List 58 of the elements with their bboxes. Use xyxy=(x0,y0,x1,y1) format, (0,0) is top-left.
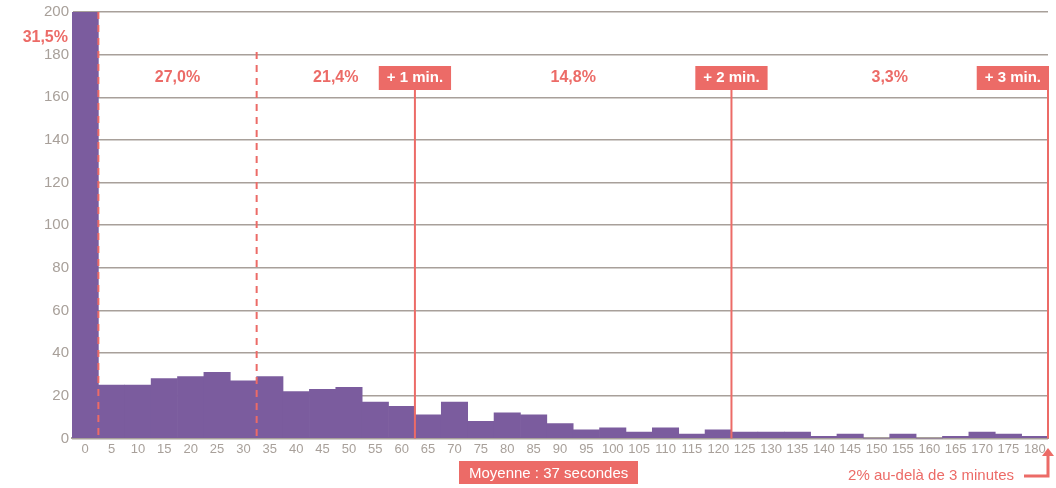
x-tick-label: 35 xyxy=(262,440,278,456)
x-tick-label: 105 xyxy=(628,440,650,456)
x-tick-label: 65 xyxy=(420,440,436,456)
y-tick-label: 40 xyxy=(52,343,69,361)
x-tick-label: 85 xyxy=(526,440,541,456)
y-tick-label: 80 xyxy=(52,257,69,275)
x-tick-label: 165 xyxy=(944,440,967,456)
text: Moyenne : 37 secondes xyxy=(459,461,639,484)
y-tick-label: 140 xyxy=(43,130,69,148)
ref-line-label: + 3 min. xyxy=(984,68,1041,86)
x-tick-label: 30 xyxy=(236,440,251,456)
x-tick-label: 75 xyxy=(473,440,489,456)
x-tick-label: 95 xyxy=(579,440,594,456)
y-tick-label: 100 xyxy=(43,215,69,233)
x-tick-label: 155 xyxy=(892,440,914,456)
bar xyxy=(889,433,917,438)
text: 2% au-delà de 3 minutes xyxy=(848,466,1014,483)
x-tick-label: 120 xyxy=(707,440,730,456)
x-tick-label: 160 xyxy=(918,440,941,456)
x-tick-label: 25 xyxy=(209,440,225,456)
x-tick-label: 5 xyxy=(107,440,116,456)
x-tick-label: 55 xyxy=(368,440,383,456)
annotation: 3,3% xyxy=(871,68,908,86)
annotation: 21,4% xyxy=(313,68,359,86)
x-tick-label: 45 xyxy=(315,440,330,456)
x-tick-label: 110 xyxy=(655,440,676,456)
x-tick-label: 50 xyxy=(341,440,357,456)
x-tick-label: 115 xyxy=(681,440,703,456)
x-tick-label: 135 xyxy=(786,440,809,456)
y-tick-label: 200 xyxy=(43,2,69,20)
ref-line-label: + 1 min. xyxy=(386,68,444,86)
x-tick-label: 180 xyxy=(1023,440,1046,456)
y-tick-label: 180 xyxy=(43,44,69,62)
y-tick-label: 20 xyxy=(52,385,69,403)
x-tick-label: 125 xyxy=(733,440,756,456)
x-tick-label: 150 xyxy=(865,440,888,456)
x-tick-label: 130 xyxy=(760,440,782,456)
annotation: 27,0% xyxy=(154,68,201,86)
x-tick-label: 40 xyxy=(288,440,304,456)
text: 31,5% xyxy=(22,28,68,46)
x-tick-label: 60 xyxy=(394,440,409,456)
y-tick-label: 120 xyxy=(43,172,69,190)
ref-line-label: + 2 min. xyxy=(703,68,760,86)
y-tick-label: 160 xyxy=(43,87,69,105)
x-tick-label: 145 xyxy=(839,440,862,456)
x-tick-label: 15 xyxy=(157,440,172,456)
x-tick-label: 0 xyxy=(81,440,89,456)
x-tick-label: 175 xyxy=(997,440,1020,456)
x-tick-label: 100 xyxy=(601,440,624,456)
x-tick-label: 20 xyxy=(183,440,198,456)
y-tick-label: 60 xyxy=(52,300,69,318)
x-tick-label: 140 xyxy=(812,440,835,456)
annotation: 14,8% xyxy=(550,68,596,86)
x-tick-label: 10 xyxy=(130,440,146,456)
x-tick-label: 170 xyxy=(971,440,993,456)
x-tick-label: 70 xyxy=(447,440,462,456)
x-tick-label: 90 xyxy=(552,440,568,456)
x-tick-label: 80 xyxy=(500,440,515,456)
